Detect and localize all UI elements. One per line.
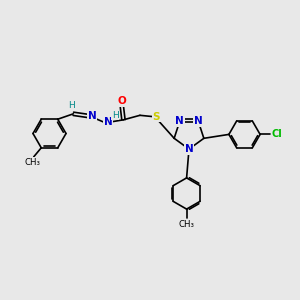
Text: S: S: [153, 112, 160, 122]
Text: N: N: [176, 116, 184, 126]
Text: N: N: [88, 111, 97, 121]
Text: O: O: [118, 96, 126, 106]
Text: N: N: [104, 117, 113, 127]
Text: H: H: [112, 111, 118, 120]
Text: N: N: [184, 144, 194, 154]
Text: H: H: [68, 101, 75, 110]
Text: CH₃: CH₃: [178, 220, 195, 229]
Text: N: N: [194, 116, 203, 126]
Text: Cl: Cl: [271, 129, 282, 140]
Text: CH₃: CH₃: [24, 158, 40, 167]
